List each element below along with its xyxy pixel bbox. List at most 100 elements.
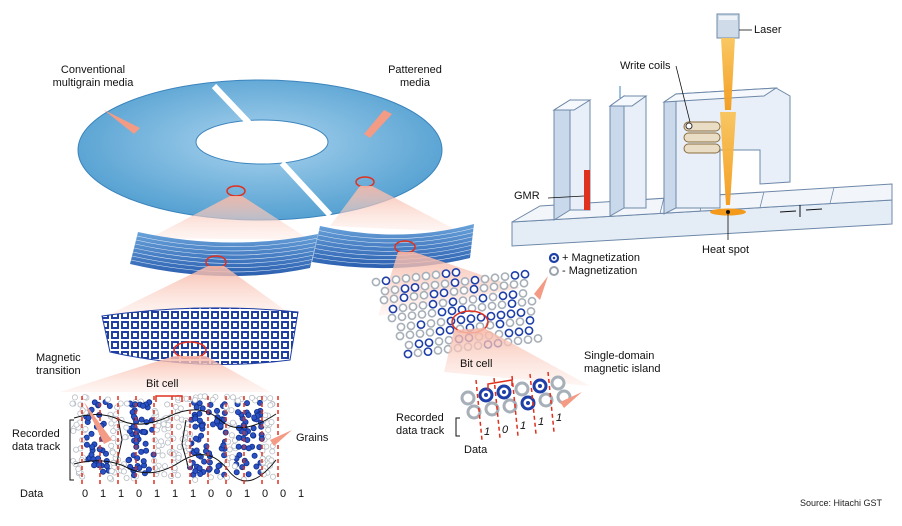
bit-dot — [439, 288, 449, 298]
bit-dot — [420, 281, 430, 291]
grain — [145, 466, 152, 473]
bit-dot — [436, 317, 446, 327]
bit-dot — [480, 274, 490, 284]
bit-dot — [396, 322, 406, 332]
grain — [161, 463, 168, 470]
bit-dot — [490, 273, 500, 283]
arrow-transition — [84, 402, 112, 444]
data-bit-right: 1 — [556, 412, 563, 424]
grain — [245, 471, 252, 478]
grain — [267, 462, 274, 469]
grain — [229, 419, 236, 426]
grain — [193, 447, 200, 454]
bit-dot — [518, 288, 528, 298]
grain — [256, 399, 263, 406]
bit-dot — [387, 313, 397, 323]
bit-dot — [414, 339, 424, 349]
bit-dot — [447, 306, 457, 316]
label-grains: Grains — [296, 432, 329, 444]
gmr-sensor — [584, 170, 590, 210]
bit-dot — [488, 292, 498, 302]
data-bit-right: 1 — [538, 416, 545, 428]
grain — [192, 396, 199, 403]
grain — [253, 463, 260, 470]
grain — [192, 467, 199, 474]
grain — [192, 415, 199, 422]
bit-dot — [497, 300, 507, 310]
bit-dot — [441, 269, 451, 278]
legend-minus-symbol — [549, 266, 559, 276]
grain — [168, 473, 175, 480]
bit-dot — [523, 335, 533, 344]
bit-dot — [416, 320, 426, 329]
grain — [217, 423, 224, 430]
bit-dot — [477, 302, 487, 312]
bit-dot — [428, 299, 438, 309]
grain — [73, 421, 80, 428]
label-data-left: Data — [20, 488, 44, 500]
fan-left-3 — [60, 356, 270, 392]
bit-dot — [449, 287, 459, 296]
label-conventional-media: Conventional multigrain media — [52, 64, 134, 89]
bit-dot — [426, 318, 436, 328]
bit-dot — [486, 311, 496, 321]
laser-beam-bottom — [720, 112, 736, 205]
grain — [88, 430, 95, 437]
grain — [130, 413, 137, 420]
grain — [228, 432, 235, 439]
label-recorded-track-right: Recorded data track — [396, 412, 445, 437]
grain — [196, 465, 203, 472]
grain — [161, 471, 168, 478]
grain — [100, 468, 107, 475]
bit-dot — [403, 349, 413, 359]
grain — [110, 428, 117, 435]
label-bit-cell-left: Bit cell — [146, 378, 179, 390]
bit-dot — [389, 294, 399, 304]
grain — [268, 457, 275, 464]
bit-dot — [440, 279, 450, 289]
data-bit-left: 1 — [244, 488, 251, 500]
grain — [228, 407, 235, 414]
shield-left — [553, 99, 571, 221]
bit-dot — [390, 285, 400, 295]
grain — [164, 432, 171, 439]
disk-hole — [195, 119, 329, 165]
bit-dot — [434, 336, 444, 346]
grain — [215, 463, 222, 470]
grain — [108, 442, 115, 449]
write-coils-shape — [683, 121, 721, 154]
grain — [71, 394, 78, 401]
bit-dot — [423, 347, 433, 356]
bit-dot — [506, 309, 516, 319]
grain — [256, 444, 263, 451]
data-bit-left: 0 — [262, 488, 269, 500]
grain — [174, 472, 181, 479]
grain — [234, 409, 241, 416]
legend-minus-label: - Magnetization — [562, 265, 638, 277]
arrow-conventional — [104, 110, 140, 134]
magnetic-island — [502, 398, 518, 414]
grain — [82, 426, 89, 433]
bit-dot — [371, 277, 381, 287]
grain — [142, 440, 149, 447]
arrow-island — [560, 392, 582, 408]
data-bit-right: 0 — [502, 424, 509, 436]
data-bit-left: 1 — [118, 488, 125, 500]
grain — [184, 440, 191, 447]
grain — [265, 426, 272, 433]
grain — [243, 400, 250, 407]
grain — [143, 447, 150, 454]
magnetic-island — [538, 392, 554, 408]
grain — [251, 414, 258, 421]
grain — [175, 423, 182, 430]
grain — [139, 402, 146, 409]
bit-dot — [421, 271, 431, 281]
disk — [77, 79, 443, 221]
bit-dot — [519, 278, 529, 288]
grain — [106, 402, 113, 409]
bit-dot — [417, 309, 427, 319]
bit-dot — [513, 336, 523, 346]
grain — [122, 434, 129, 441]
fan-left-1 — [150, 196, 310, 240]
grain — [173, 414, 180, 421]
